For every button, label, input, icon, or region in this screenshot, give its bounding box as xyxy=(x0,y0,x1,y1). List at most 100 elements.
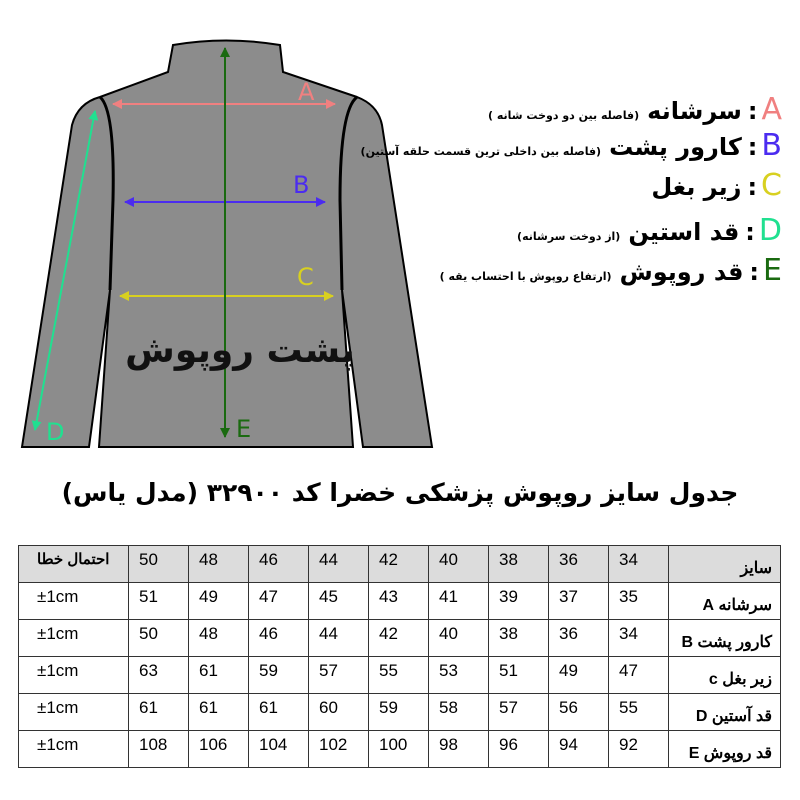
legend-term: سرشانه xyxy=(647,97,742,125)
table-cell: 39 xyxy=(488,582,549,620)
label-e: E xyxy=(236,415,251,443)
error-cell: ±1cm xyxy=(18,693,129,731)
table-cell: 106 xyxy=(188,730,249,768)
legend-colon: : xyxy=(747,133,758,161)
row-label: کارور پشت B xyxy=(668,619,781,657)
header-size: 34 xyxy=(608,545,669,583)
table-cell: 100 xyxy=(368,730,429,768)
table-cell: 36 xyxy=(548,619,609,657)
legend-letter: D xyxy=(758,213,782,248)
table-cell: 55 xyxy=(368,656,429,694)
label-c: C xyxy=(297,263,314,291)
header-size: 38 xyxy=(488,545,549,583)
header-size: 36 xyxy=(548,545,609,583)
table-title: جدول سایز روپوش پزشکی خضرا کد ۳۲۹۰۰ (مدل… xyxy=(61,478,739,507)
legend-term: قد استین xyxy=(628,218,740,246)
table-row: زیر بغل c 47 49 51 53 55 57 59 61 63 ±1cm xyxy=(18,656,781,694)
table-cell: 34 xyxy=(608,619,669,657)
legend-letter: A xyxy=(761,92,782,127)
table-cell: 59 xyxy=(248,656,309,694)
table-cell: 38 xyxy=(488,619,549,657)
left-armhole-seam xyxy=(98,95,115,291)
size-table: سایز 34 36 38 40 42 44 46 48 50 احتمال خطا سرشانه A… xyxy=(18,545,781,768)
error-cell: ±1cm xyxy=(18,656,129,694)
row-label: سرشانه A xyxy=(668,582,781,620)
table-cell: 48 xyxy=(188,619,249,657)
error-cell: ±1cm xyxy=(18,582,129,620)
table-cell: 61 xyxy=(248,693,309,731)
table-cell: 60 xyxy=(308,693,369,731)
table-cell: 42 xyxy=(368,619,429,657)
table-cell: 59 xyxy=(368,693,429,731)
table-cell: 53 xyxy=(428,656,489,694)
table-row: سرشانه A 35 37 39 41 43 45 47 49 51 ±1cm xyxy=(18,582,781,620)
table-cell: 47 xyxy=(608,656,669,694)
header-size-label: سایز xyxy=(668,545,781,583)
label-b: B xyxy=(293,171,309,199)
garment-silhouette xyxy=(20,39,434,448)
table-cell: 49 xyxy=(548,656,609,694)
table-cell: 35 xyxy=(608,582,669,620)
header-size: 44 xyxy=(308,545,369,583)
table-cell: 55 xyxy=(608,693,669,731)
legend-note: (فاصله بین داخلی ترین قسمت حلقه آستین) xyxy=(360,145,602,158)
table-cell: 51 xyxy=(488,656,549,694)
header-size: 50 xyxy=(128,545,189,583)
legend-item-a: A: سرشانه (فاصله بین دو دوخت شانه ) xyxy=(488,92,782,127)
legend-term: کارور پشت xyxy=(609,133,742,161)
arrow-d xyxy=(31,110,99,431)
legend-colon: : xyxy=(747,173,758,201)
legend-note: (ارتفاع روپوش با احتساب یقه ) xyxy=(439,270,612,283)
table-row: قد آستین D 55 56 57 58 59 60 61 61 61 ±1cm xyxy=(18,693,781,731)
legend-letter: E xyxy=(763,253,782,288)
header-size: 42 xyxy=(368,545,429,583)
table-cell: 50 xyxy=(128,619,189,657)
table-cell: 40 xyxy=(428,619,489,657)
legend-item-b: B: کارور پشت (فاصله بین داخلی ترین قسمت حل… xyxy=(361,128,782,163)
header-error: احتمال خطا xyxy=(18,545,129,583)
legend-term: زیر بغل xyxy=(651,173,742,201)
table-cell: 44 xyxy=(308,619,369,657)
table-cell: 61 xyxy=(188,656,249,694)
table-cell: 94 xyxy=(548,730,609,768)
legend-colon: : xyxy=(749,258,760,286)
table-cell: 51 xyxy=(128,582,189,620)
table-cell: 61 xyxy=(188,693,249,731)
legend-item-d: D: قد استین (از دوخت سرشانه) xyxy=(517,213,782,248)
table-row: قد روپوش E 92 94 96 98 100 102 104 106 108 ±1cm xyxy=(18,730,781,768)
row-label: قد روپوش E xyxy=(668,730,781,768)
table-cell: 46 xyxy=(248,619,309,657)
table-cell: 43 xyxy=(368,582,429,620)
garment-back-label: پشت روپوش xyxy=(125,330,355,371)
header-size: 46 xyxy=(248,545,309,583)
table-cell: 49 xyxy=(188,582,249,620)
table-cell: 61 xyxy=(128,693,189,731)
legend-letter: B xyxy=(761,128,782,163)
legend-letter: C xyxy=(761,168,782,203)
table-cell: 47 xyxy=(248,582,309,620)
row-label: قد آستین D xyxy=(668,693,781,731)
legend-note: (فاصله بین دو دوخت شانه ) xyxy=(488,109,640,122)
legend-term: قد روپوش xyxy=(619,258,744,286)
table-row: کارور پشت B 34 36 38 40 42 44 46 48 50 ±1cm xyxy=(18,619,781,657)
legend-note: (از دوخت سرشانه) xyxy=(517,230,621,243)
label-d: D xyxy=(46,418,64,446)
table-cell: 57 xyxy=(488,693,549,731)
legend-colon: : xyxy=(745,218,755,246)
legend-item-e: E: قد روپوش (ارتفاع روپوش با احتساب یقه ) xyxy=(440,253,782,288)
row-label: زیر بغل c xyxy=(668,656,781,694)
table-cell: 98 xyxy=(428,730,489,768)
table-cell: 45 xyxy=(308,582,369,620)
table-cell: 102 xyxy=(308,730,369,768)
right-armhole-seam xyxy=(338,95,359,291)
table-header-row: سایز 34 36 38 40 42 44 46 48 50 احتمال خطا xyxy=(18,545,781,583)
table-cell: 104 xyxy=(248,730,309,768)
garment-diagram: A B C D E پشت روپوش xyxy=(20,39,434,448)
table-cell: 37 xyxy=(548,582,609,620)
error-cell: ±1cm xyxy=(18,730,129,768)
error-cell: ±1cm xyxy=(18,619,129,657)
table-cell: 63 xyxy=(128,656,189,694)
legend-item-c: C: زیر بغل xyxy=(643,168,782,203)
table-cell: 92 xyxy=(608,730,669,768)
table-cell: 96 xyxy=(488,730,549,768)
